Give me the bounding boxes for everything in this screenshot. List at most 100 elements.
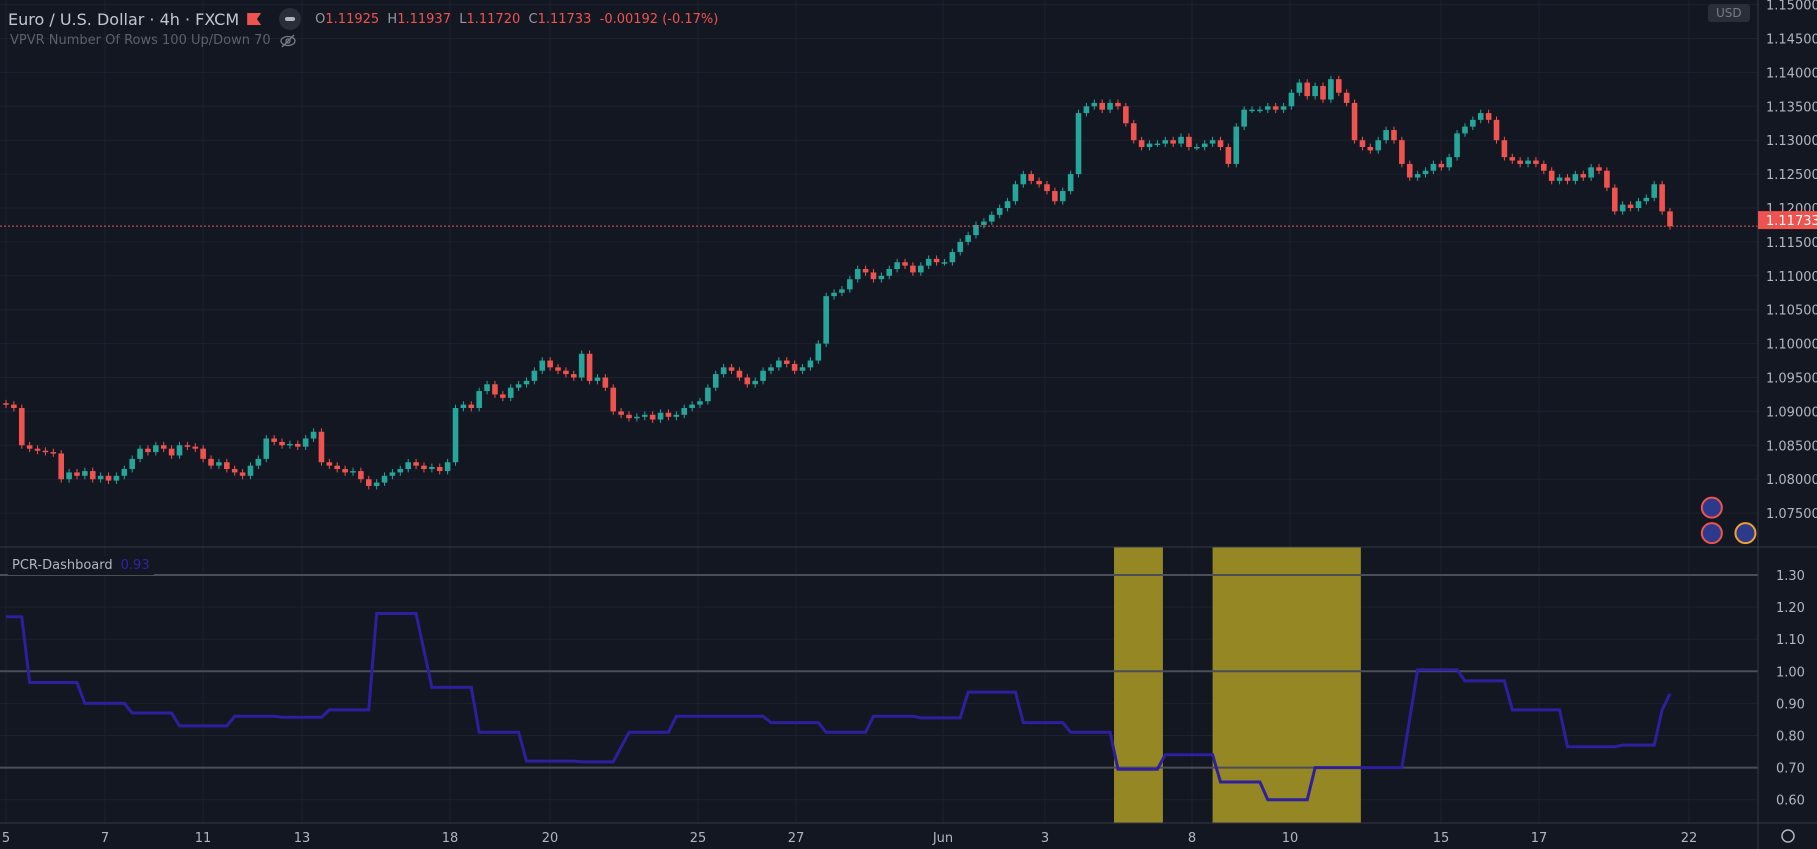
candle-body	[1635, 201, 1642, 208]
candle-body	[50, 452, 57, 454]
candle	[302, 435, 309, 451]
candle-body	[681, 408, 688, 415]
candle	[105, 472, 112, 484]
candle-body	[11, 404, 17, 409]
candle	[121, 465, 128, 480]
candle	[831, 289, 837, 300]
candle	[1312, 82, 1318, 100]
candle-body	[594, 377, 601, 381]
event-flag-icon	[1700, 496, 1723, 519]
candle-body	[113, 475, 120, 481]
candle-body	[665, 412, 672, 417]
candle	[563, 367, 569, 378]
candle	[839, 285, 845, 297]
candle-body	[397, 469, 404, 473]
collapse-button[interactable]	[279, 8, 302, 30]
candle-body	[137, 448, 143, 459]
candle	[1170, 136, 1176, 147]
candle-body	[58, 453, 65, 480]
candle	[1249, 106, 1255, 114]
candle-body	[1296, 82, 1303, 93]
hidden-eye-icon[interactable]	[279, 34, 297, 48]
candle	[492, 380, 498, 398]
candle	[1501, 136, 1508, 161]
candle-body	[1525, 160, 1531, 164]
candle	[823, 292, 829, 347]
settings-gear-icon[interactable]	[1781, 829, 1795, 843]
candle	[933, 255, 940, 266]
candle-body	[1312, 85, 1318, 97]
symbol-title[interactable]: Euro / U.S. Dollar · 4h · FXCM	[8, 9, 240, 29]
candle	[1454, 130, 1460, 161]
candle-body	[1422, 170, 1429, 175]
candle	[1265, 102, 1271, 114]
candle	[1130, 119, 1137, 144]
candle	[1241, 106, 1247, 131]
candle	[1651, 180, 1658, 202]
candle	[342, 465, 348, 476]
candle-body	[1265, 106, 1271, 110]
candle	[1635, 197, 1642, 212]
candle	[82, 467, 88, 480]
candle-body	[1020, 174, 1027, 185]
candle-body	[862, 269, 869, 273]
candle	[1485, 109, 1492, 124]
candle-body	[641, 414, 648, 417]
candle	[153, 441, 159, 456]
indicator-tick-label: 0.90	[1776, 697, 1805, 712]
candle-body	[1343, 92, 1350, 103]
candle-body	[34, 448, 41, 451]
candle	[413, 458, 419, 470]
candle-body	[539, 360, 546, 371]
candle	[507, 384, 514, 402]
candle	[1383, 126, 1389, 144]
candle	[1391, 126, 1397, 144]
candle-body	[1178, 136, 1184, 144]
last-price-label: 1.11733	[1766, 214, 1817, 229]
candle-body	[712, 374, 719, 388]
candle	[3, 399, 9, 409]
currency-badge[interactable]: USD	[1708, 4, 1750, 22]
vpvr-label[interactable]: VPVR Number Of Rows 100 Up/Down 70	[10, 33, 271, 48]
time-tick-label: 17	[1531, 831, 1548, 846]
candle-body	[823, 296, 829, 344]
candle-body	[436, 466, 443, 472]
candle-body	[216, 462, 222, 466]
candle	[799, 363, 806, 375]
candle	[1107, 99, 1113, 114]
candle-body	[988, 214, 995, 222]
candle	[26, 441, 33, 453]
candle	[1359, 136, 1366, 151]
candle	[34, 445, 41, 455]
price-tick-label: 1.10500	[1766, 304, 1817, 319]
candle	[988, 211, 995, 225]
candle	[1343, 89, 1350, 107]
candle-body	[1280, 106, 1287, 110]
candle-body	[965, 235, 971, 242]
candle-body	[760, 370, 766, 381]
candle-body	[1115, 102, 1121, 107]
candle	[137, 445, 143, 463]
candle	[862, 265, 869, 276]
candle	[1509, 153, 1516, 164]
candle	[1138, 136, 1145, 151]
candle	[444, 458, 451, 475]
candle	[1052, 187, 1058, 205]
candle	[1564, 174, 1571, 185]
candle-body	[515, 384, 522, 388]
candle-body	[26, 445, 33, 449]
candle-body	[184, 445, 191, 447]
candle	[689, 401, 695, 412]
candle-body	[1367, 146, 1374, 151]
candle	[373, 479, 380, 490]
flag-icon[interactable]	[247, 13, 262, 25]
candle-body	[1091, 102, 1098, 107]
time-tick-label: 15	[1433, 831, 1450, 846]
indicator-name[interactable]: PCR-Dashboard	[12, 558, 113, 573]
time-tick-label: 22	[1681, 831, 1698, 846]
candle-body	[705, 387, 711, 402]
candle-body	[231, 469, 238, 473]
candle-body	[66, 472, 72, 480]
candle-body	[776, 360, 782, 368]
